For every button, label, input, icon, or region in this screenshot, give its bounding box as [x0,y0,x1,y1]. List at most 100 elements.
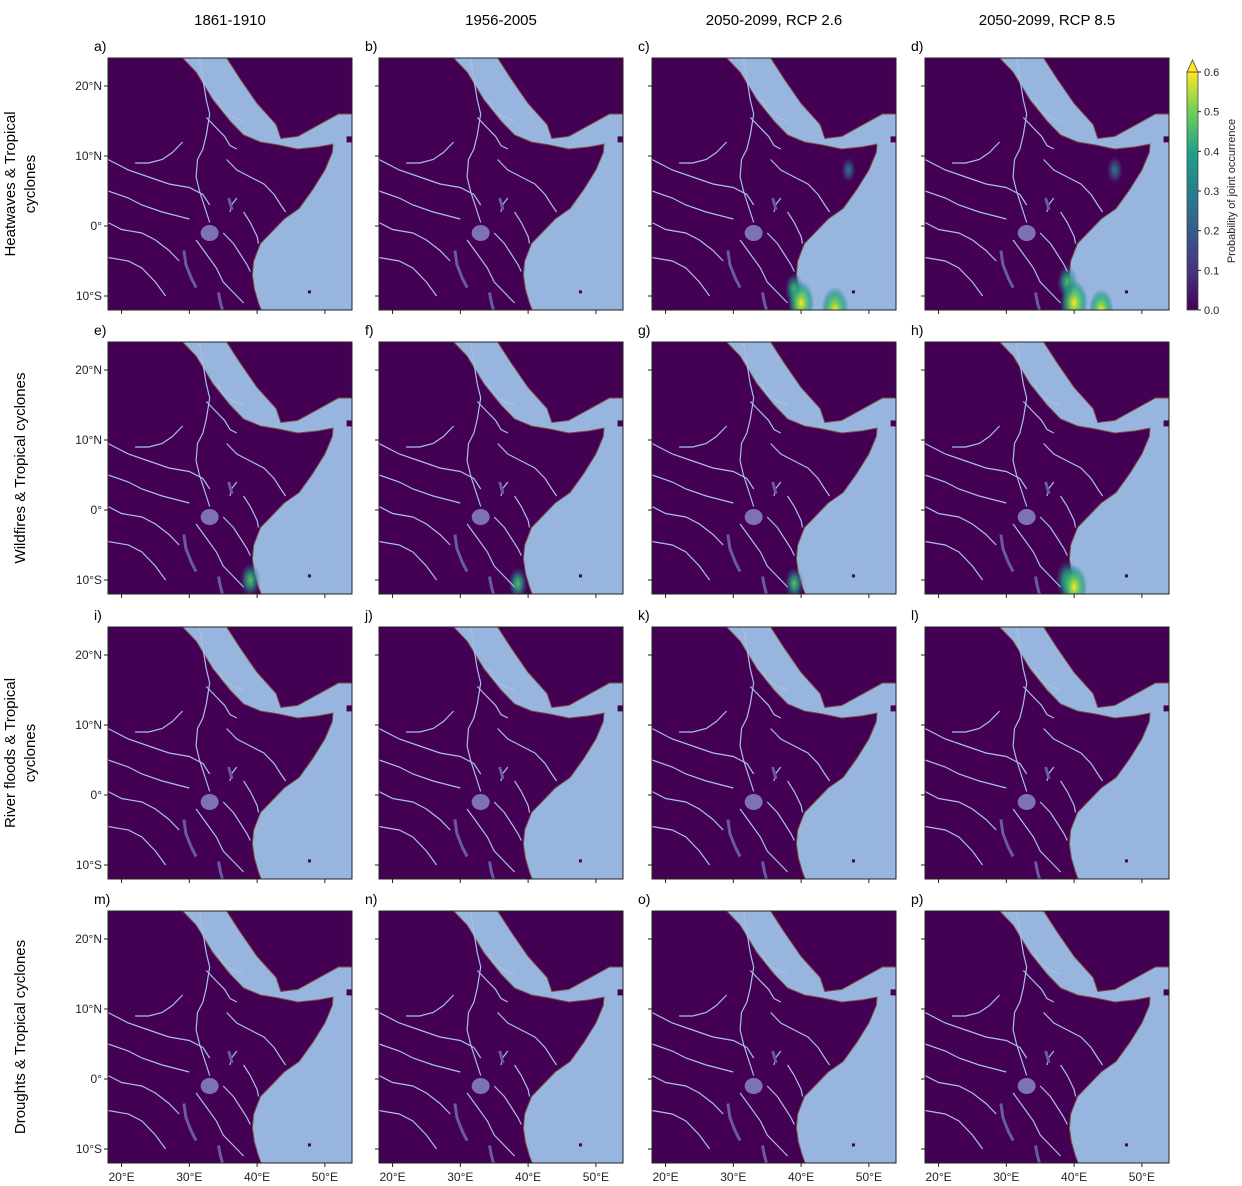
river-line [761,383,788,406]
ocean-area [725,627,896,879]
river-line [243,780,260,813]
river-line [1039,1085,1068,1125]
river-line [108,540,167,581]
lake-victoria [200,1078,219,1094]
x-tick-label: 20°E [652,1170,678,1184]
rift-lake [498,766,505,780]
river-line [925,540,984,581]
island-cell [890,989,896,996]
colorbar-tick-label: 0.0 [1204,305,1219,317]
river-line [497,1012,558,1066]
river-line [1060,495,1077,528]
rift-lake [227,1050,234,1064]
river-line [787,780,804,813]
rift-lake [488,576,495,594]
lake-victoria [744,509,763,525]
river-line [108,474,190,504]
river-line [652,474,734,504]
river-line [1034,99,1061,122]
map-panel: g) [638,322,897,598]
panel-frame [107,57,353,311]
river-line [1012,58,1028,223]
river-line [514,1064,531,1097]
river-line [488,952,515,975]
river-line [761,99,788,122]
river-line [766,232,795,272]
rift-lake [1034,1145,1041,1163]
colorbar-tick-label: 0.3 [1204,186,1219,198]
row-label: River floods & Tropical [2,678,19,828]
river-line [466,523,516,588]
lake-victoria [744,225,763,241]
river-line [925,1109,984,1150]
river-line [952,994,1001,1017]
river-line [493,1085,522,1125]
ocean-area [725,58,896,310]
river-line [739,58,755,223]
river-line [406,425,455,448]
column-title: 2050-2099, RCP 2.6 [706,12,843,29]
rift-lake [453,534,469,573]
river-line [749,401,782,434]
lake-victoria [1017,225,1036,241]
rift-lake [771,197,778,211]
island-cell [578,859,582,863]
ocean-area [181,911,352,1163]
river-line [766,801,795,841]
river-line [195,58,211,223]
ocean-area [725,911,896,1163]
river-line [770,443,831,497]
rift-lake [726,819,742,858]
river-line [739,239,789,304]
rift-lake [227,481,234,495]
lake-victoria [200,509,219,525]
column-title: 1861-1910 [194,12,266,29]
river-line [652,1109,711,1150]
river-line [652,825,711,866]
river-line [493,516,522,556]
river-line [222,232,251,272]
river-line [514,211,531,244]
river-line [1039,801,1068,841]
river-line [108,825,167,866]
map-panel: e) 20°N 10°N 0° 10°S [75,322,353,598]
river-line [466,911,482,1076]
probability-hotspot [841,157,856,183]
river-line [739,523,789,588]
river-line [108,1011,211,1059]
river-line [379,825,438,866]
y-tick-label: 10°S [76,1142,102,1156]
river-line [925,158,1028,206]
probability-hotspot [821,286,849,310]
river-line [108,442,211,490]
rift-lake [761,861,768,879]
river-line [205,117,238,150]
x-tick-label: 30°E [720,1170,746,1184]
rift-lake [217,292,224,310]
row-label: Wildfires & Tropical cyclones [12,373,29,564]
river-line [226,159,287,213]
map-panel: i) 20°N 10°N 0° 10°S [75,607,353,883]
river-line [925,790,997,831]
river-line [1012,342,1028,507]
river-line [1012,808,1062,873]
river-line [925,474,1007,504]
rift-lake [488,292,495,310]
river-line [406,994,455,1017]
river-line [135,994,184,1017]
panel-letter: a) [94,38,106,54]
panel-letter: e) [94,322,106,338]
rift-lake [1044,197,1051,211]
island-cell [346,705,352,712]
y-tick-label: 20°N [75,932,102,946]
island-cell [1124,574,1128,578]
river-line [466,342,482,507]
probability-hotspot [1088,289,1114,310]
island-cell [890,420,896,427]
river-line [1034,668,1061,691]
river-line [243,495,260,528]
river-line [925,759,1007,789]
river-line [476,686,509,719]
river-line [1043,443,1104,497]
rift-lake [771,1050,778,1064]
